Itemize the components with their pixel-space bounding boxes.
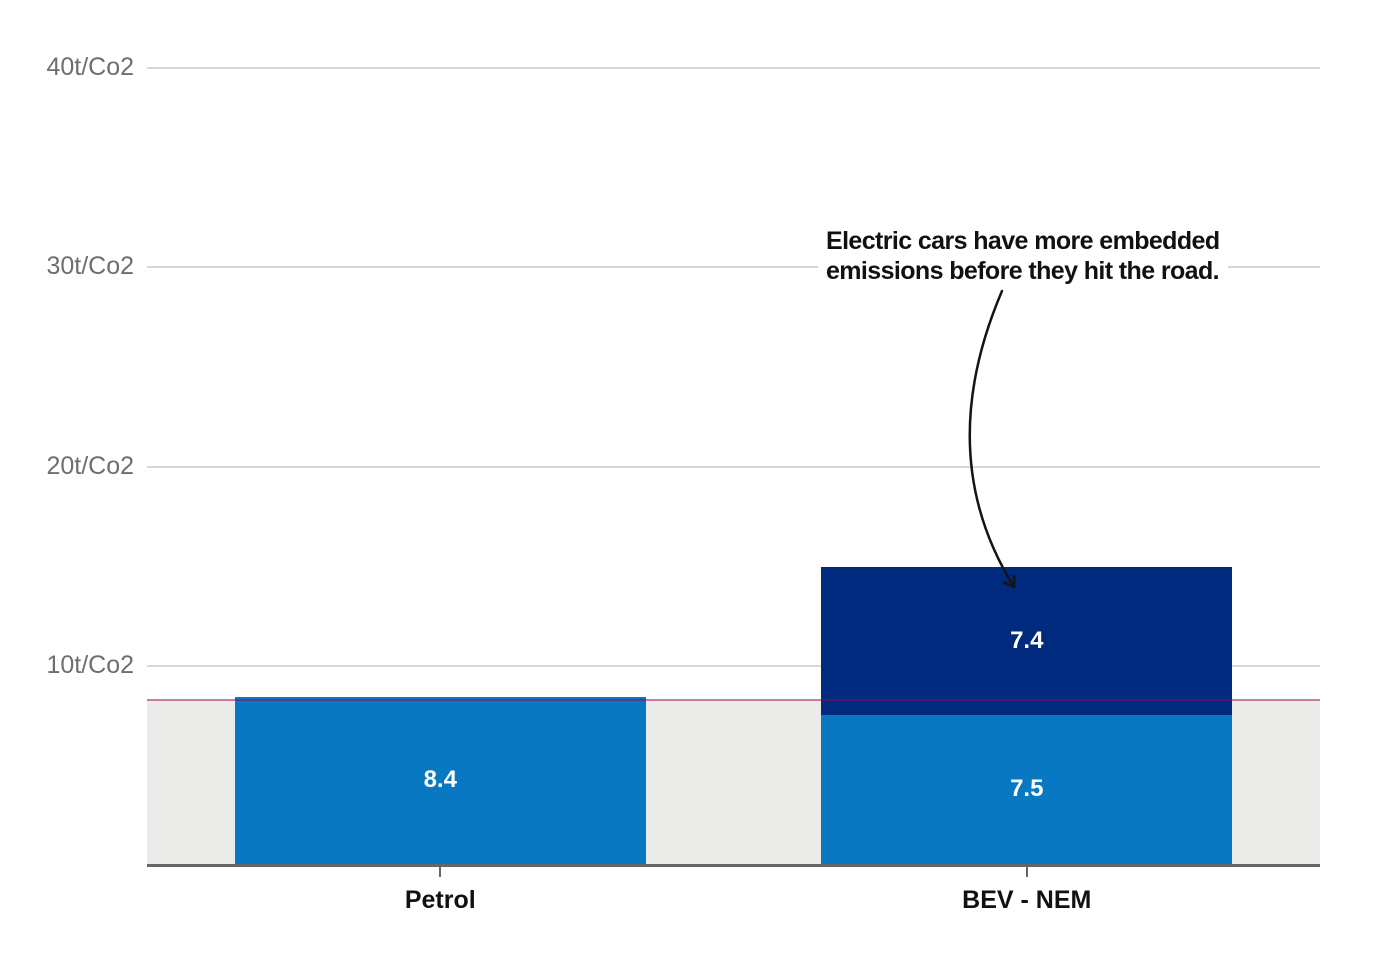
bar-value-label: 7.4 — [1010, 626, 1044, 654]
bar-segment — [821, 714, 1233, 864]
y-axis-label: 40t/Co2 — [46, 52, 134, 81]
bar-value-label: 7.5 — [1010, 775, 1044, 803]
x-axis-line — [147, 863, 1320, 867]
x-axis-tick — [1025, 866, 1028, 877]
reference-line — [147, 698, 1320, 702]
x-axis-tick — [439, 866, 442, 877]
annotation-line1: Electric cars have more embedded — [826, 227, 1220, 255]
gridline-20 — [147, 465, 1320, 468]
gridline-30 — [147, 266, 1320, 269]
category-label: Petrol — [404, 886, 476, 914]
annotation-line2: emissions before they hit the road. — [826, 257, 1220, 285]
y-axis-label: 10t/Co2 — [46, 650, 134, 679]
y-axis-label: 30t/Co2 — [46, 252, 134, 281]
category-label: BEV - NEM — [962, 886, 1092, 914]
bar-segment — [821, 567, 1233, 715]
bar-value-label: 8.4 — [423, 766, 457, 794]
gridline-40 — [147, 67, 1320, 69]
bar-segment — [234, 696, 646, 864]
gridline-10 — [147, 664, 1320, 667]
annotation: Electric cars have more embedded emissio… — [818, 221, 1228, 291]
y-axis-label: 20t/Co2 — [46, 451, 134, 480]
